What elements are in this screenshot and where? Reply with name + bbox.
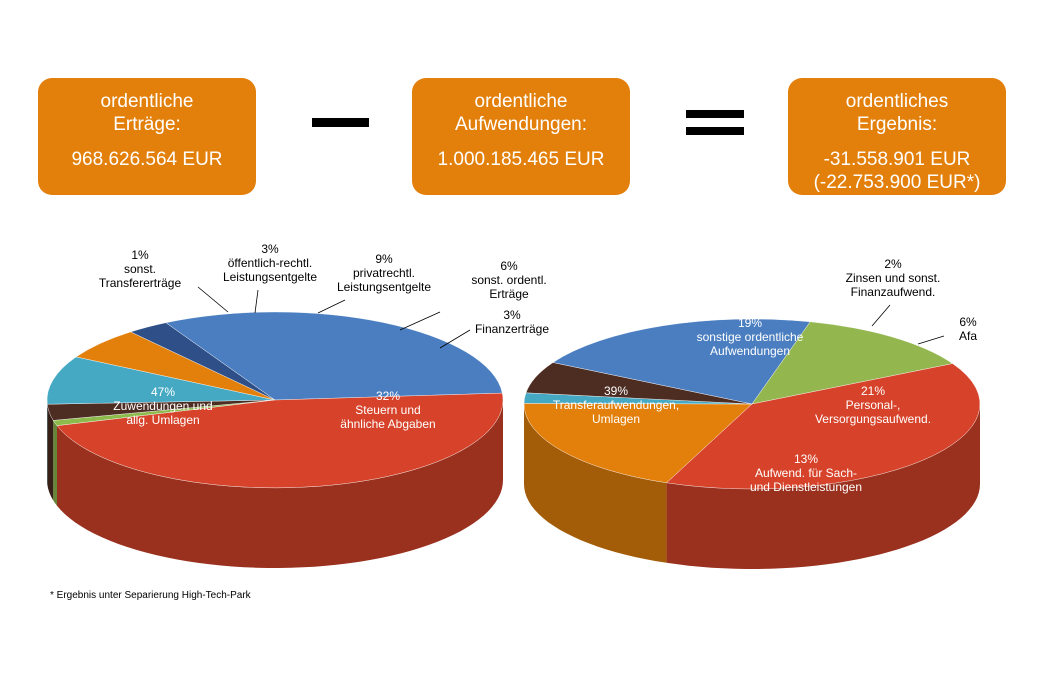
pie-side [524, 404, 980, 569]
ergebnis-line1: ordentliches [845, 91, 949, 112]
leader-line [871, 304, 891, 327]
slice-label: 6% Afa [959, 315, 977, 343]
leader-line [254, 289, 259, 314]
slice-label: 19% sonstige ordentliche Aufwendungen [697, 316, 804, 358]
ertraege-value: 968.626.564 EUR [71, 149, 223, 170]
pie-slice [165, 311, 503, 401]
equals-sign-top [686, 110, 744, 118]
pie-side-segment [524, 404, 667, 563]
ertraege-line1: ordentliche [100, 91, 194, 112]
ergebnis-line2: Ergebnis: [856, 114, 938, 135]
slice-label: 47% Zuwendungen und allg. Umlagen [113, 385, 212, 427]
slice-label: 9% privatrechtl. Leistungsentgelte [337, 252, 431, 294]
pie-slice [552, 318, 811, 405]
pie-side-segment [57, 400, 503, 568]
ergebnis-box: ordentliches Ergebnis: -31.558.901 EUR (… [788, 78, 1006, 195]
minus-sign [312, 118, 369, 127]
aufwendungen-line1: ordentliche [474, 91, 568, 112]
footnote: * Ergebnis unter Separierung High-Tech-P… [50, 590, 251, 601]
slice-label: 6% sonst. ordentl. Erträge [471, 259, 546, 301]
slice-label: 21% Personal-, Versorgungsaufwend. [815, 384, 931, 426]
aufwendungen-pie-chart: 19% sonstige ordentliche Aufwendungen 2% Zin… [523, 257, 981, 569]
pie-side [47, 400, 503, 568]
slice-label: 39% Transferaufwendungen, Umlagen [553, 384, 679, 426]
ertraege-box: ordentliche Erträge: 968.626.564 EUR [38, 78, 256, 195]
pie-side-segment [666, 404, 980, 569]
aufwendungen-value: 1.000.185.465 EUR [437, 149, 605, 170]
pie-slice [46, 356, 276, 405]
ergebnis-value: -31.558.901 EUR [823, 149, 971, 170]
ertraege-pie-chart: 1% sonst. Transfererträge 3% öffentlich-rech… [46, 242, 549, 568]
ertraege-line2: Erträge: [113, 114, 181, 135]
equals-sign-bottom [686, 127, 744, 135]
slice-label: 3% Finanzerträge [475, 308, 549, 336]
leader-line [399, 311, 441, 331]
pie-slice [751, 321, 954, 405]
pie-slice [666, 363, 981, 490]
leader-line [917, 335, 945, 345]
slice-label: 3% öffentlich-rechtl. Leistungsentgelte [223, 242, 317, 284]
leader-line [317, 299, 346, 314]
pie-side-segment [53, 420, 57, 506]
aufwendungen-box: ordentliche Aufwendungen: 1.000.185.465 … [412, 78, 630, 195]
slice-label: 2% Zinsen und sonst. Finanzaufwend. [846, 257, 941, 299]
leader-line [439, 329, 471, 349]
pie-slice [56, 392, 504, 489]
slice-label: 32% Steuern und ähnliche Abgaben [340, 389, 435, 431]
slice-label: 13% Aufwend. für Sach-und Dienstleistunge… [750, 452, 862, 494]
pie-slice [523, 403, 753, 484]
aufwendungen-line2: Aufwendungen: [454, 114, 588, 135]
ergebnis-value2: (-22.753.900 EUR*) [813, 172, 981, 193]
slice-label: 1% sonst. Transfererträge [99, 248, 182, 290]
pie-side-segment [47, 404, 54, 501]
leader-line [197, 286, 229, 313]
